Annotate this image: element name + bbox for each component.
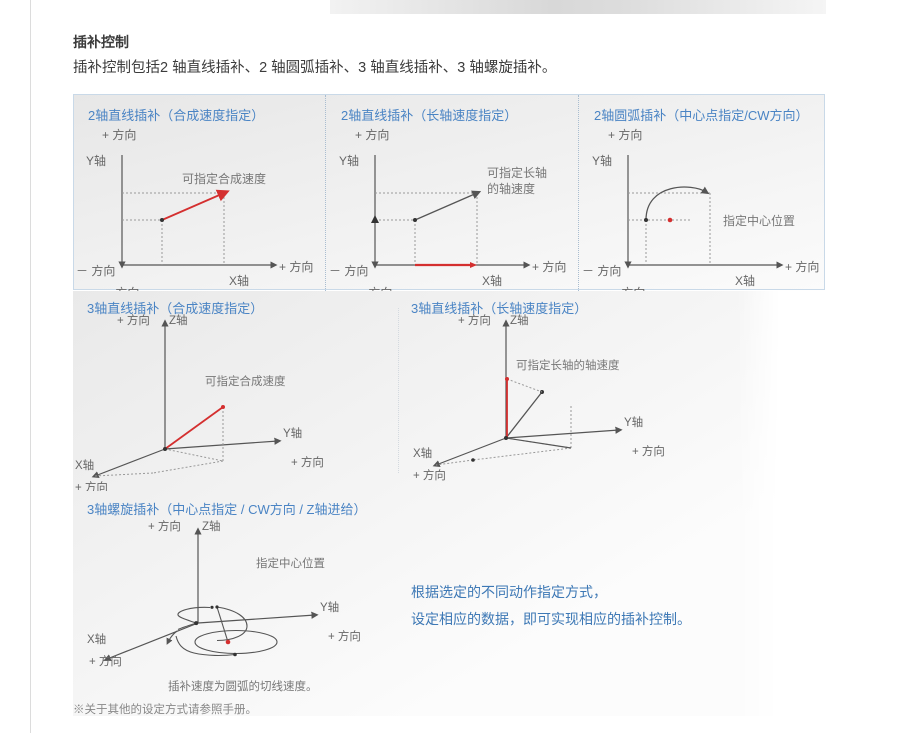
- svg-text:+ 方向: + 方向: [458, 313, 491, 327]
- svg-text:+ 方向: + 方向: [328, 629, 361, 643]
- svg-text:指定中心位置: 指定中心位置: [723, 213, 795, 228]
- svg-text:+ 方向: + 方向: [89, 654, 122, 668]
- svg-text:+ 方向: + 方向: [632, 444, 665, 458]
- svg-text:X轴: X轴: [735, 273, 755, 288]
- svg-text:可指定合成速度: 可指定合成速度: [205, 374, 286, 388]
- svg-text:+ 方向: + 方向: [355, 127, 389, 142]
- svg-text:－ 方向: － 方向: [582, 263, 621, 278]
- svg-text:+ 方向: + 方向: [279, 259, 313, 274]
- svg-text:可指定长轴: 可指定长轴: [487, 165, 547, 180]
- svg-text:+ 方向: + 方向: [117, 313, 150, 327]
- svg-text:可指定合成速度: 可指定合成速度: [182, 171, 266, 186]
- svg-text:Y轴: Y轴: [592, 153, 612, 168]
- svg-text:X轴: X轴: [87, 632, 106, 646]
- svg-text:Y轴: Y轴: [86, 153, 106, 168]
- svg-text:Y轴: Y轴: [339, 153, 359, 168]
- svg-text:Y轴: Y轴: [283, 426, 302, 440]
- svg-text:+ 方向: + 方向: [532, 259, 566, 274]
- svg-text:+ 方向: + 方向: [291, 455, 324, 469]
- svg-text:Y轴: Y轴: [320, 600, 339, 614]
- svg-text:X轴: X轴: [413, 446, 432, 460]
- svg-text:+ 方向: + 方向: [75, 480, 108, 491]
- svg-text:Y轴: Y轴: [624, 415, 643, 429]
- svg-text:X轴: X轴: [229, 273, 249, 288]
- svg-text:Z轴: Z轴: [202, 519, 221, 533]
- svg-text:X轴: X轴: [482, 273, 502, 288]
- svg-text:+ 方向: + 方向: [102, 127, 136, 142]
- svg-text:－ 方向: － 方向: [329, 263, 368, 278]
- svg-text:－ 方向: － 方向: [76, 263, 115, 278]
- svg-text:+ 方向: + 方向: [413, 468, 446, 482]
- svg-text:+ 方向: + 方向: [785, 259, 819, 274]
- svg-text:X轴: X轴: [75, 458, 94, 472]
- svg-text:+ 方向: + 方向: [608, 127, 642, 142]
- svg-text:Z轴: Z轴: [510, 313, 529, 327]
- svg-text:的轴速度: 的轴速度: [487, 181, 535, 196]
- svg-text:指定中心位置: 指定中心位置: [256, 556, 325, 570]
- svg-text:Z轴: Z轴: [169, 313, 188, 327]
- svg-text:可指定长轴的轴速度: 可指定长轴的轴速度: [516, 358, 620, 372]
- svg-text:+ 方向: + 方向: [148, 519, 181, 533]
